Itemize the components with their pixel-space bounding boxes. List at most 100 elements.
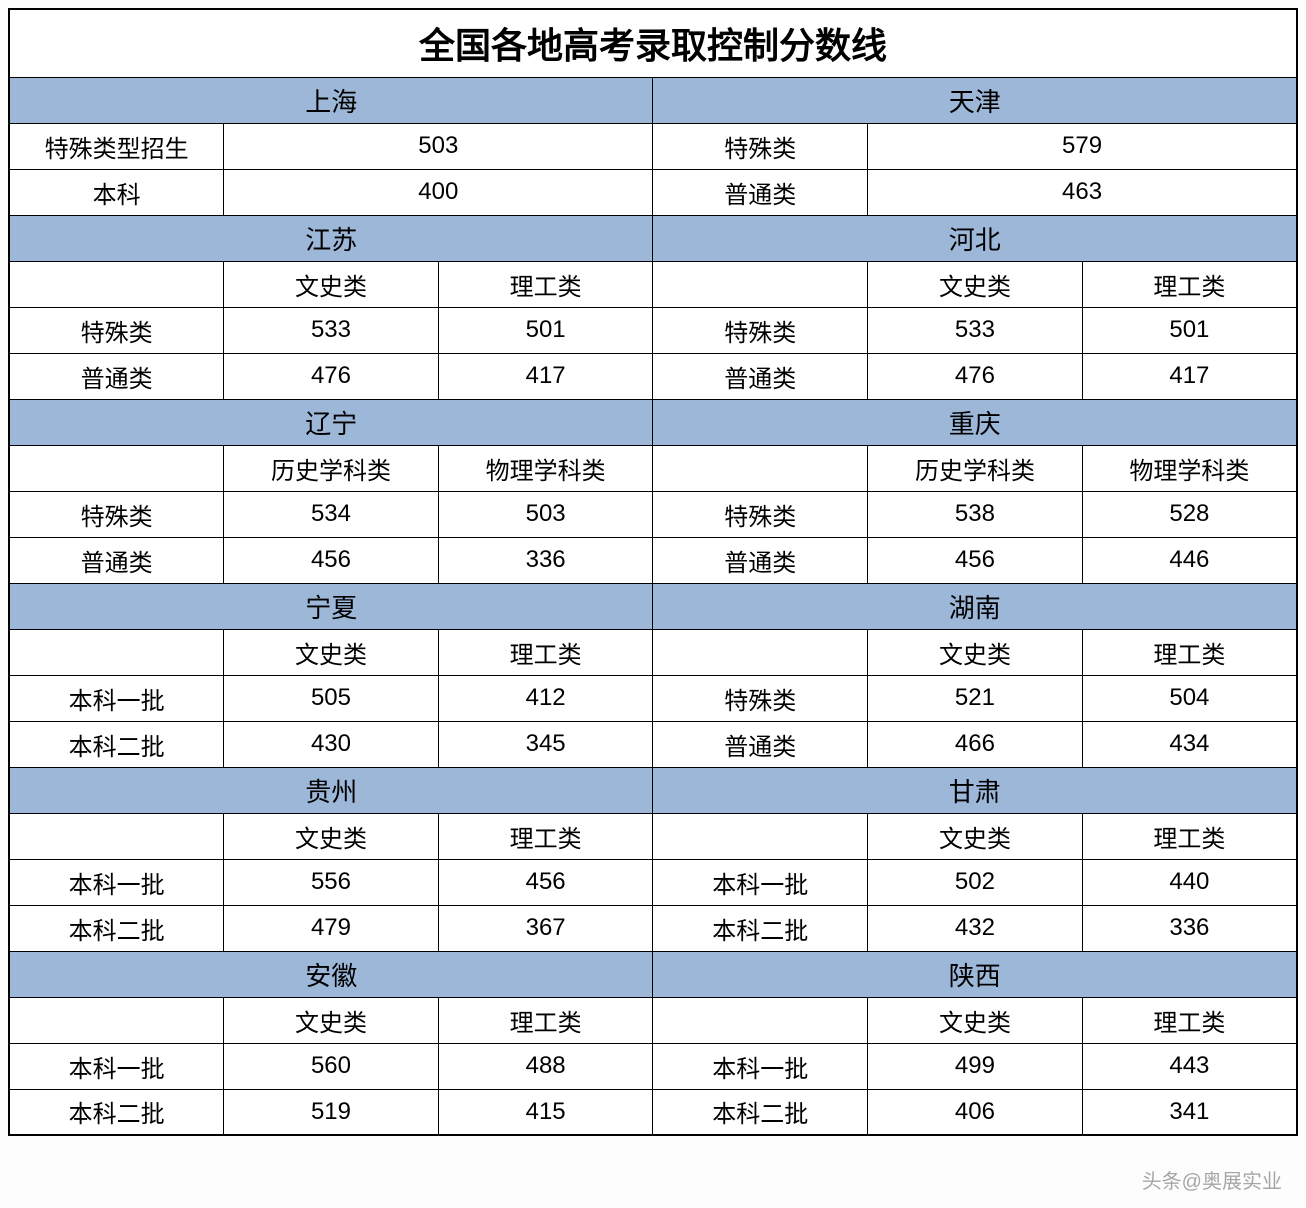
column-header: 文史类 (224, 629, 439, 675)
row-value: 412 (438, 675, 653, 721)
row-label: 特殊类 (9, 307, 224, 353)
row-value: 488 (438, 1043, 653, 1089)
blank-cell (653, 629, 868, 675)
row-label: 本科二批 (653, 905, 868, 951)
row-value: 528 (1082, 491, 1297, 537)
row-label: 普通类 (653, 169, 868, 215)
table-row: 本科一批505412特殊类521504 (9, 675, 1297, 721)
row-value: 538 (868, 491, 1083, 537)
column-header: 理工类 (438, 629, 653, 675)
table-row: 本科一批556456本科一批502440 (9, 859, 1297, 905)
column-header: 历史学科类 (868, 445, 1083, 491)
table-row: 本科400普通类463 (9, 169, 1297, 215)
row-label: 本科一批 (9, 859, 224, 905)
table-row: 本科二批519415本科二批406341 (9, 1089, 1297, 1135)
row-label: 本科二批 (9, 1089, 224, 1135)
region-row: 江苏河北 (9, 215, 1297, 261)
column-header: 理工类 (438, 813, 653, 859)
row-label: 本科 (9, 169, 224, 215)
column-header: 理工类 (1082, 261, 1297, 307)
row-value: 367 (438, 905, 653, 951)
blank-cell (9, 445, 224, 491)
row-label: 本科二批 (653, 1089, 868, 1135)
region-header: 重庆 (653, 399, 1297, 445)
row-value: 499 (868, 1043, 1083, 1089)
score-table: 全国各地高考录取控制分数线上海天津特殊类型招生503特殊类579本科400普通类… (8, 8, 1298, 1136)
region-header: 天津 (653, 77, 1297, 123)
row-label: 本科一批 (653, 859, 868, 905)
row-label: 普通类 (9, 353, 224, 399)
row-value: 476 (224, 353, 439, 399)
blank-cell (9, 813, 224, 859)
row-label: 特殊类 (653, 307, 868, 353)
region-header: 贵州 (9, 767, 653, 813)
column-header: 理工类 (1082, 629, 1297, 675)
row-value: 519 (224, 1089, 439, 1135)
region-row: 贵州甘肃 (9, 767, 1297, 813)
row-label: 普通类 (9, 537, 224, 583)
column-header: 理工类 (1082, 997, 1297, 1043)
column-header: 文史类 (868, 261, 1083, 307)
row-value: 336 (1082, 905, 1297, 951)
column-header: 历史学科类 (224, 445, 439, 491)
region-row: 安徽陕西 (9, 951, 1297, 997)
row-value: 503 (224, 123, 653, 169)
row-value: 476 (868, 353, 1083, 399)
region-row: 宁夏湖南 (9, 583, 1297, 629)
row-value: 446 (1082, 537, 1297, 583)
subheader-row: 文史类理工类文史类理工类 (9, 629, 1297, 675)
row-value: 579 (868, 123, 1297, 169)
row-value: 443 (1082, 1043, 1297, 1089)
row-value: 533 (868, 307, 1083, 353)
subheader-row: 历史学科类物理学科类历史学科类物理学科类 (9, 445, 1297, 491)
row-label: 本科一批 (653, 1043, 868, 1089)
row-label: 本科二批 (9, 905, 224, 951)
table-row: 本科二批479367本科二批432336 (9, 905, 1297, 951)
subheader-row: 文史类理工类文史类理工类 (9, 813, 1297, 859)
blank-cell (653, 261, 868, 307)
row-value: 336 (438, 537, 653, 583)
row-value: 501 (1082, 307, 1297, 353)
region-header: 上海 (9, 77, 653, 123)
row-value: 533 (224, 307, 439, 353)
row-label: 特殊类 (653, 123, 868, 169)
title-row: 全国各地高考录取控制分数线 (9, 9, 1297, 77)
column-header: 文史类 (224, 261, 439, 307)
region-header: 宁夏 (9, 583, 653, 629)
column-header: 文史类 (224, 813, 439, 859)
row-label: 本科一批 (9, 675, 224, 721)
row-label: 本科一批 (9, 1043, 224, 1089)
table-row: 本科二批430345普通类466434 (9, 721, 1297, 767)
row-value: 456 (438, 859, 653, 905)
watermark: 头条@奥展实业 (1142, 1165, 1282, 1194)
region-header: 河北 (653, 215, 1297, 261)
region-header: 陕西 (653, 951, 1297, 997)
row-value: 415 (438, 1089, 653, 1135)
region-header: 甘肃 (653, 767, 1297, 813)
row-value: 456 (224, 537, 439, 583)
row-label: 特殊类 (653, 675, 868, 721)
row-value: 560 (224, 1043, 439, 1089)
page-title: 全国各地高考录取控制分数线 (9, 9, 1297, 77)
row-value: 345 (438, 721, 653, 767)
row-value: 466 (868, 721, 1083, 767)
subheader-row: 文史类理工类文史类理工类 (9, 997, 1297, 1043)
row-label: 本科二批 (9, 721, 224, 767)
row-value: 400 (224, 169, 653, 215)
column-header: 理工类 (438, 261, 653, 307)
table-row: 特殊类533501特殊类533501 (9, 307, 1297, 353)
row-value: 434 (1082, 721, 1297, 767)
row-label: 普通类 (653, 537, 868, 583)
blank-cell (653, 813, 868, 859)
column-header: 文史类 (868, 997, 1083, 1043)
row-value: 521 (868, 675, 1083, 721)
row-label: 特殊类型招生 (9, 123, 224, 169)
row-value: 534 (224, 491, 439, 537)
row-value: 479 (224, 905, 439, 951)
row-value: 505 (224, 675, 439, 721)
column-header: 物理学科类 (1082, 445, 1297, 491)
column-header: 理工类 (1082, 813, 1297, 859)
region-header: 江苏 (9, 215, 653, 261)
row-value: 341 (1082, 1089, 1297, 1135)
page-wrap: 全国各地高考录取控制分数线上海天津特殊类型招生503特殊类579本科400普通类… (0, 0, 1306, 1144)
